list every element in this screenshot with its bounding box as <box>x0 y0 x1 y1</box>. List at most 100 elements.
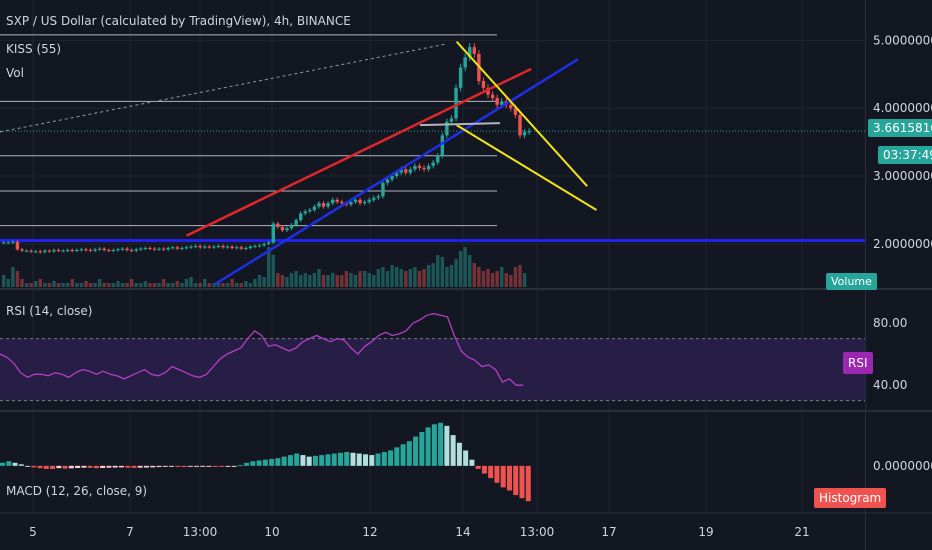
rsi-series-line <box>0 313 524 386</box>
volume-bar-15 <box>70 279 74 287</box>
volume-tag: Volume <box>826 273 877 290</box>
trendline-red-0 <box>185 67 532 237</box>
volume-bar-84 <box>385 271 390 287</box>
macd-bar-26 <box>162 465 168 467</box>
macd-bar-56 <box>350 452 356 466</box>
candle-body-32 <box>148 247 152 249</box>
symbol-legend[interactable]: SXP / US Dollar (calculated by TradingVi… <box>6 14 351 28</box>
candle-body-23 <box>107 250 111 252</box>
macd-bar-49 <box>306 456 312 466</box>
candle-body-91 <box>417 165 422 168</box>
macd-bar-32 <box>200 465 206 467</box>
macd-bar-14 <box>87 465 93 468</box>
macd-bar-40 <box>250 461 256 466</box>
vol-legend[interactable]: Vol <box>6 66 24 80</box>
macd-bar-54 <box>337 452 343 466</box>
candle-body-0 <box>2 242 6 244</box>
time-axis-ticks: 5 7 13:00 10 12 14 13:00 17 19 21 <box>29 525 809 539</box>
candle-body-69 <box>317 203 321 207</box>
rsi-band <box>0 338 865 402</box>
volume-bar-92 <box>422 269 426 287</box>
candle-body-52 <box>239 247 244 249</box>
volume-bar-43 <box>198 283 202 287</box>
macd-bar-63 <box>394 447 400 466</box>
volume-bar-31 <box>143 281 148 287</box>
volume-bar-53 <box>244 281 248 287</box>
candle-body-64 <box>294 220 298 225</box>
candle-body-39 <box>180 247 184 249</box>
macd-bar-15 <box>93 465 99 469</box>
macd-bar-47 <box>294 453 300 466</box>
candle-body-51 <box>235 247 239 249</box>
volume-bar-109 <box>500 267 504 287</box>
volume-bar-8 <box>38 279 42 287</box>
macd-bar-10 <box>62 465 68 469</box>
volume-bar-106 <box>486 269 490 287</box>
candle-body-26 <box>120 248 125 250</box>
volume-bar-112 <box>513 267 518 287</box>
macd-bar-5 <box>31 465 37 468</box>
volume-bar-2 <box>11 267 15 287</box>
volume-bar-7 <box>33 281 38 287</box>
volume-bar-29 <box>134 283 138 287</box>
candle-body-71 <box>326 203 330 207</box>
candle-body-59 <box>271 223 275 243</box>
candle-body-7 <box>33 251 38 253</box>
candle-body-28 <box>129 250 134 252</box>
time-tick-label: 5 <box>29 525 37 539</box>
volume-bar-36 <box>166 283 170 287</box>
candle-body-89 <box>408 169 413 173</box>
macd-bar-62 <box>388 450 394 466</box>
volume-bar-89 <box>408 269 413 287</box>
macd-legend[interactable]: MACD (12, 26, close, 9) <box>6 484 148 498</box>
macd-bar-7 <box>43 465 49 469</box>
candle-body-94 <box>431 162 435 166</box>
candle-body-36 <box>166 247 170 250</box>
volume-bar-79 <box>362 271 367 287</box>
candle-body-66 <box>303 211 307 214</box>
candle-body-92 <box>422 167 426 170</box>
time-tick-label: 17 <box>601 525 616 539</box>
trendlines[interactable] <box>0 41 597 286</box>
candle-body-101 <box>463 57 467 68</box>
volume-bar-20 <box>93 283 97 287</box>
volume-bar-102 <box>468 255 472 287</box>
volume-bar-39 <box>180 283 184 287</box>
macd-bar-39 <box>244 462 250 466</box>
trendline-dashed-4 <box>0 43 448 133</box>
candle-body-15 <box>70 250 74 252</box>
volume-bar-10 <box>47 283 52 287</box>
candle-body-82 <box>376 196 381 198</box>
candle-body-31 <box>143 247 148 249</box>
rsi-tick-label: 80.00 <box>873 316 907 330</box>
volume-bar-93 <box>426 265 431 287</box>
macd-bar-6 <box>37 465 43 469</box>
candle-body-67 <box>308 209 312 212</box>
candle-body-21 <box>97 248 102 250</box>
candle-body-58 <box>267 242 271 244</box>
volume-bar-78 <box>358 271 362 287</box>
candle-body-87 <box>399 169 403 173</box>
candle-body-29 <box>134 249 138 251</box>
volume-bar-86 <box>394 267 399 287</box>
volume-bar-88 <box>404 271 408 287</box>
time-tick-label: 21 <box>794 525 809 539</box>
kiss-legend[interactable]: KISS (55) <box>6 42 62 56</box>
candle-body-79 <box>362 201 367 204</box>
candle-body-98 <box>449 118 454 122</box>
macd-bar-25 <box>156 465 162 468</box>
candle-body-14 <box>65 250 70 252</box>
horizontal-levels[interactable] <box>0 34 865 243</box>
volume-bar-80 <box>367 273 371 287</box>
volume-bar-44 <box>203 279 207 287</box>
volume-bar-9 <box>43 283 47 287</box>
time-tick-label: 13:00 <box>520 525 555 539</box>
macd-bar-0 <box>0 462 6 466</box>
volume-bar-69 <box>317 269 321 287</box>
volume-bar-83 <box>381 267 385 287</box>
macd-bar-46 <box>287 455 293 466</box>
candle-body-107 <box>490 94 495 99</box>
candle-body-102 <box>468 47 472 58</box>
rsi-legend[interactable]: RSI (14, close) <box>6 304 93 318</box>
